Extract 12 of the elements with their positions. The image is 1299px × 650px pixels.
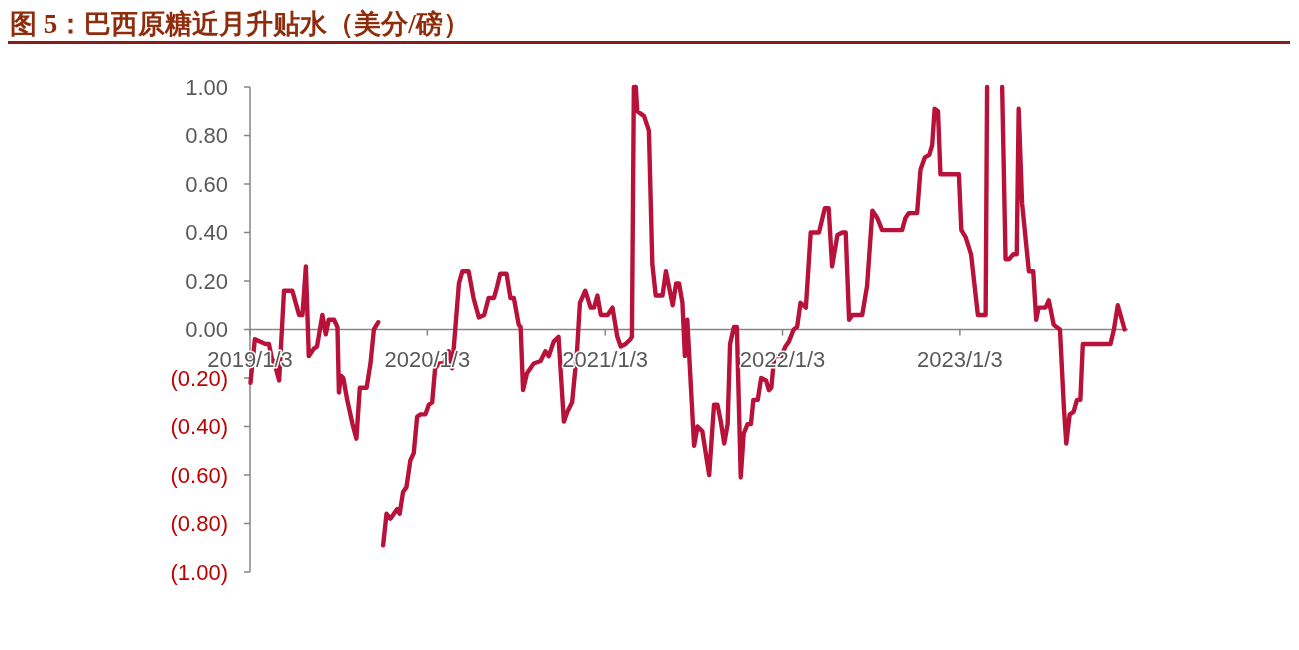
- y-tick-label: (0.80): [170, 511, 228, 536]
- chart-title: 图 5：巴西原糖近月升贴水（美分/磅）: [8, 4, 1290, 44]
- y-tick-label: (0.60): [170, 462, 228, 488]
- y-tick-label: 0.40: [185, 220, 228, 245]
- y-tick-label: 0.60: [185, 171, 228, 197]
- y-tick-label: 0.80: [185, 123, 228, 148]
- y-tick-label: (0.40): [170, 414, 228, 439]
- x-tick-label: 2023/1/3: [917, 347, 1003, 372]
- y-tick-label: 0.00: [185, 317, 228, 342]
- y-tick-label: (1.00): [170, 559, 228, 585]
- y-tick-label: 1.00: [185, 74, 228, 100]
- y-tick-label: 0.20: [185, 268, 228, 294]
